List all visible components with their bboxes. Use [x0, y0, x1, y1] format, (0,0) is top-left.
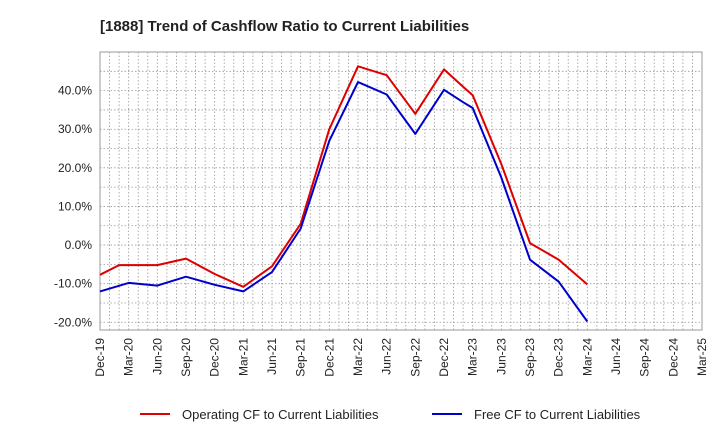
y-tick-label: -20.0% [54, 315, 92, 329]
chart-title: [1888] Trend of Cashflow Ratio to Curren… [100, 18, 469, 35]
legend-label-1: Operating CF to Current Liabilities [182, 407, 379, 422]
x-tick-label: Jun-24 [609, 338, 623, 375]
x-tick-label: Dec-21 [322, 338, 336, 377]
x-tick-label: Mar-20 [122, 338, 136, 376]
y-axis: 40.0% 30.0% 20.0% 10.0% 0.0% -10.0% -20.0% [54, 84, 92, 330]
y-tick-label: 10.0% [58, 199, 92, 213]
x-tick-label: Jun-22 [380, 338, 394, 375]
x-tick-label: Dec-19 [93, 338, 107, 377]
series-line-2 [99, 81, 589, 323]
x-tick-label: Sep-20 [179, 338, 193, 377]
x-tick-label: Jun-21 [265, 338, 279, 375]
x-tick-label: Dec-20 [208, 338, 222, 377]
x-tick-label: Mar-22 [351, 338, 365, 376]
legend-label-2: Free CF to Current Liabilities [474, 407, 641, 422]
x-axis: Dec-19 Mar-20 Jun-20 Sep-20 Dec-20 Mar-21 Jun-… [93, 338, 709, 377]
x-tick-label: Jun-23 [494, 338, 508, 375]
x-tick-label: Sep-21 [294, 338, 308, 377]
y-tick-label: 30.0% [58, 122, 92, 136]
y-tick-label: 40.0% [58, 84, 92, 98]
y-tick-label: 0.0% [65, 238, 93, 252]
x-tick-label: Mar-21 [236, 338, 250, 376]
x-tick-label: Sep-23 [523, 338, 537, 377]
series-group [99, 65, 589, 323]
series-line-1 [99, 65, 588, 288]
x-tick-label: Dec-22 [437, 338, 451, 377]
legend: Operating CF to Current Liabilities Free … [140, 407, 641, 422]
x-tick-label: Sep-22 [408, 338, 422, 377]
x-tick-label: Mar-25 [695, 338, 709, 376]
x-tick-label: Dec-23 [552, 338, 566, 377]
x-tick-label: Mar-23 [466, 338, 480, 376]
x-tick-label: Mar-24 [580, 338, 594, 376]
y-tick-label: 20.0% [58, 161, 92, 175]
x-tick-label: Sep-24 [638, 338, 652, 377]
y-tick-label: -10.0% [54, 277, 92, 291]
x-tick-label: Dec-24 [666, 338, 680, 377]
x-tick-label: Jun-20 [150, 338, 164, 375]
